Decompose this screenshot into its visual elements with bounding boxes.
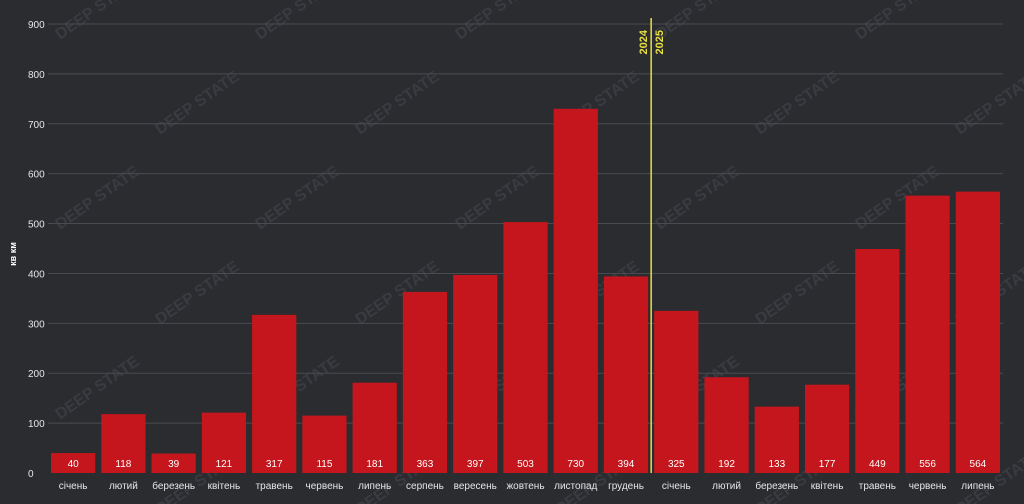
y-tick-label: 300	[28, 319, 45, 330]
bar-value-label: 192	[718, 459, 735, 470]
bar-value-label: 363	[417, 459, 434, 470]
watermark-text: DEEP STATE	[353, 68, 443, 138]
y-tick-label: 800	[28, 70, 45, 81]
bar-value-label: 133	[768, 459, 785, 470]
x-tick-label: січень	[662, 481, 691, 492]
bar-value-label: 39	[168, 459, 180, 470]
watermark-text: DEEP STATE	[53, 0, 143, 43]
bar	[754, 406, 799, 473]
y-tick-label: 0	[28, 469, 34, 480]
bar	[905, 195, 950, 473]
x-tick-label: жовтень	[506, 481, 544, 492]
bars	[51, 108, 1000, 474]
bar-value-label: 394	[618, 459, 635, 470]
watermark-text: DEEP STATE	[453, 0, 543, 43]
bar	[654, 310, 699, 473]
bar	[352, 382, 397, 473]
watermark-text: DEEP STATE	[153, 68, 243, 138]
x-tick-label: червень	[909, 481, 947, 492]
bar-value-label: 449	[869, 459, 886, 470]
x-tick-label: квітень	[208, 481, 241, 492]
bar	[855, 248, 900, 473]
bar-value-label: 397	[467, 459, 484, 470]
bar	[453, 274, 498, 473]
bar	[51, 453, 96, 473]
bar-value-label: 181	[366, 459, 383, 470]
watermark-text: DEEP STATE	[753, 68, 843, 138]
bar	[955, 191, 1000, 474]
bar	[553, 108, 598, 474]
bar	[704, 377, 749, 473]
watermark-text: DEEP STATE	[953, 68, 1024, 138]
watermark-text: DEEP STATE	[53, 353, 143, 423]
y-tick-label: 500	[28, 220, 45, 231]
watermark-text: DEEP STATE	[253, 0, 343, 43]
bar-value-label: 325	[668, 459, 685, 470]
x-tick-label: лютий	[109, 481, 138, 492]
bar-value-label: 564	[970, 459, 987, 470]
year-label-right: 2025	[654, 30, 666, 54]
bar	[402, 291, 448, 473]
y-tick-label: 900	[28, 20, 45, 31]
watermark-text: DEEP STATE	[153, 258, 243, 328]
bar-value-label: 118	[115, 459, 131, 470]
y-tick-label: 100	[28, 419, 45, 430]
x-tick-label: липень	[358, 481, 391, 492]
x-tick-label: квітень	[811, 481, 844, 492]
bar-value-labels: 40 118 39 121 317 115 181 363 397 503 730 394 325 192…	[68, 459, 987, 470]
bar	[804, 384, 850, 473]
watermark-text: DEEP STATE	[853, 0, 943, 43]
bar-value-label: 503	[517, 459, 534, 470]
bar	[603, 276, 649, 473]
bar-value-label: 40	[68, 459, 80, 470]
bar	[302, 415, 347, 473]
bar-value-label: 317	[266, 459, 283, 470]
y-axis-ticks: 0 100 200 300 400 500 600 700 800 900	[28, 20, 45, 480]
y-tick-label: 600	[28, 170, 45, 181]
x-tick-label: серпень	[406, 481, 444, 492]
x-tick-label: травень	[859, 481, 896, 492]
bar	[201, 412, 247, 473]
x-tick-label: березень	[755, 480, 798, 492]
year-label-left: 2024	[638, 29, 650, 54]
bar	[151, 453, 196, 473]
year-divider: 2024 2025	[638, 18, 666, 473]
x-tick-label: грудень	[608, 481, 644, 492]
x-tick-label: лютий	[712, 481, 741, 492]
x-tick-label: червень	[306, 481, 344, 492]
y-tick-label: 700	[28, 120, 45, 131]
x-tick-label: вересень	[454, 481, 497, 492]
y-tick-label: 200	[28, 369, 45, 380]
x-tick-label: січень	[59, 481, 88, 492]
x-tick-label: липень	[961, 481, 994, 492]
x-axis-ticks: січень лютий березень квітень травень червень…	[59, 480, 995, 492]
y-axis-label: кв км	[8, 242, 18, 266]
bar	[101, 414, 146, 473]
bar	[503, 222, 548, 473]
x-tick-label: березень	[152, 480, 195, 492]
y-tick-label: 400	[28, 269, 45, 280]
bar-value-label: 177	[819, 459, 836, 470]
x-tick-label: листопад	[554, 481, 597, 492]
bar-value-label: 115	[316, 459, 332, 470]
bar-value-label: 121	[216, 459, 233, 470]
watermark-text: DEEP STATE	[753, 258, 843, 328]
bar	[252, 314, 297, 473]
x-tick-label: травень	[256, 481, 293, 492]
bar-value-label: 556	[919, 459, 936, 470]
bar-value-label: 730	[567, 459, 584, 470]
